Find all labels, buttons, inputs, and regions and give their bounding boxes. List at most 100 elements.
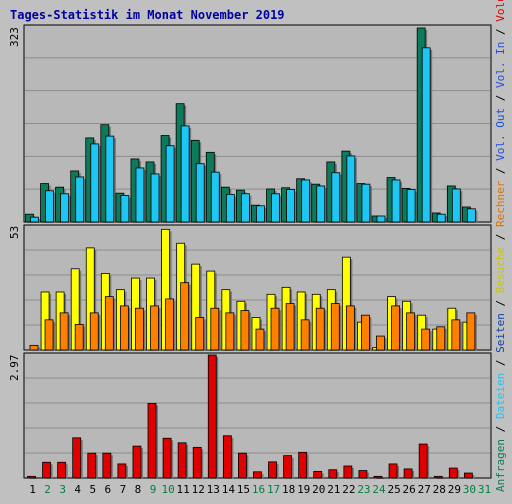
right-legend-part: / — [494, 419, 507, 439]
bar-volumen-day-14 — [222, 435, 232, 479]
right-legend-part: / — [494, 293, 507, 313]
bar-volumen-day-21 — [328, 469, 338, 479]
bar-dateien-day-26 — [406, 189, 416, 223]
bar-dateien-day-6 — [105, 135, 115, 223]
bar-dateien-day-10 — [165, 145, 175, 223]
bar-volumen-day-20 — [313, 470, 323, 479]
bar-volumen-day-27 — [418, 443, 428, 479]
right-legend-part: Rechner — [494, 180, 507, 227]
right-legend-part: Besuche — [494, 247, 507, 293]
bar-rechner-day-3 — [59, 312, 69, 351]
x-tick-label-day-8: 8 — [135, 483, 142, 496]
bar-volumen-day-9 — [147, 403, 157, 479]
x-tick-label-day-21: 21 — [327, 483, 340, 496]
bar-volumen-day-8 — [132, 445, 142, 479]
bar-volumen-day-6 — [102, 452, 112, 479]
bar-volumen-day-22 — [343, 465, 353, 479]
x-tick-label-day-26: 26 — [403, 483, 416, 496]
bar-volumen-day-29 — [448, 467, 458, 479]
bar-dateien-day-30 — [466, 208, 476, 223]
bar-rechner-day-10 — [165, 298, 174, 351]
right-legend-part: / — [494, 227, 507, 247]
bar-volumen-day-1-shadow — [29, 478, 38, 479]
bar-rechner-day-17 — [270, 307, 280, 351]
x-tick-label-day-28: 28 — [433, 483, 446, 496]
bar-rechner-day-23 — [361, 314, 370, 351]
bar-dateien-day-29 — [451, 188, 461, 223]
y-max-label-volume: 2.97 — [8, 355, 21, 382]
right-legend-part: Volumen — [494, 0, 507, 22]
y-max-label-visits: 53 — [8, 226, 21, 239]
bar-dateien-day-3 — [60, 193, 70, 223]
panel-volume — [23, 352, 492, 479]
bar-rechner-day-26 — [406, 312, 416, 351]
bar-dateien-day-9 — [150, 173, 160, 223]
x-tick-label-day-31: 31 — [478, 483, 491, 496]
bar-dateien-day-16 — [256, 205, 265, 223]
x-tick-label-day-17: 17 — [267, 483, 280, 496]
right-legend-part: Anfragen — [494, 439, 507, 492]
bar-dateien-day-18 — [286, 189, 295, 223]
bar-volumen-day-19 — [298, 451, 308, 479]
panel-requests — [23, 24, 492, 223]
bar-dateien-day-14 — [225, 193, 235, 223]
x-tick-label-day-18: 18 — [282, 483, 295, 496]
bar-volumen-day-15 — [238, 452, 247, 479]
bar-dateien-day-25 — [391, 179, 401, 223]
bar-dateien-day-19 — [301, 179, 311, 223]
bar-dateien-day-28 — [436, 213, 446, 223]
x-axis-day-labels: 1 2 3 4 5 6 7 8 9 10 11 12 13 14 15 16 17 18 19 20 21 22 23 24 2… — [29, 483, 491, 496]
bar-dateien-day-4 — [75, 176, 85, 223]
bar-volumen-day-30 — [463, 472, 473, 479]
x-tick-label-day-20: 20 — [312, 483, 325, 496]
bar-volumen-day-5 — [87, 452, 97, 479]
chart-title: Tages-Statistik im Monat November 2019 — [10, 8, 285, 22]
bar-volumen-day-10 — [162, 437, 172, 479]
x-tick-label-day-19: 19 — [297, 483, 310, 496]
bar-rechner-day-14 — [225, 312, 235, 351]
bar-rechner-day-2 — [44, 319, 54, 351]
x-tick-label-day-15: 15 — [237, 483, 250, 496]
bar-dateien-day-27 — [421, 47, 431, 223]
bar-dateien-day-1 — [30, 216, 39, 223]
bar-rechner-day-30 — [466, 312, 476, 351]
bar-rechner-day-6 — [104, 296, 114, 351]
bar-dateien-day-8 — [135, 167, 145, 223]
bar-volumen-day-1 — [27, 475, 36, 479]
bar-dateien-day-2 — [45, 190, 54, 223]
panel-visits — [23, 224, 492, 351]
bar-volumen-day-12 — [192, 446, 202, 479]
bar-rechner-day-16 — [255, 328, 265, 351]
bar-rechner-day-1 — [29, 344, 39, 351]
bar-rechner-day-20 — [315, 307, 325, 351]
bar-rechner-day-19 — [300, 319, 310, 351]
right-legend-part: Vol. Out — [494, 108, 507, 161]
x-tick-label-day-29: 29 — [448, 483, 461, 496]
bar-rechner-day-22 — [345, 305, 355, 351]
bar-dateien-day-11 — [180, 125, 190, 223]
bar-rechner-day-8 — [135, 307, 144, 351]
bar-volumen-day-18 — [283, 455, 292, 479]
bar-dateien-day-15 — [241, 193, 250, 223]
right-legend: Anfragen / Dateien / Seiten / Besuche / … — [494, 0, 507, 492]
bar-rechner-day-4 — [74, 324, 84, 351]
x-tick-label-day-24: 24 — [372, 483, 386, 496]
bar-rechner-day-13 — [210, 307, 220, 351]
bar-volumen-day-3 — [57, 461, 67, 479]
bar-dateien-day-23 — [361, 183, 371, 223]
bar-rechner-day-7 — [119, 305, 129, 351]
right-legend-part: / — [494, 353, 507, 373]
bar-rechner-day-21 — [330, 303, 340, 351]
bar-volumen-day-24-shadow — [375, 478, 384, 479]
x-tick-label-day-23: 23 — [357, 483, 370, 496]
bar-rechner-day-18 — [285, 303, 295, 351]
right-legend-part: Seiten — [494, 313, 507, 353]
x-tick-label-day-27: 27 — [418, 483, 431, 496]
bar-volumen-day-4 — [72, 437, 82, 479]
x-tick-label-day-3: 3 — [59, 483, 66, 496]
bar-dateien-day-24 — [376, 215, 386, 223]
x-tick-label-day-1: 1 — [29, 483, 36, 496]
right-legend-part: / — [494, 22, 507, 42]
